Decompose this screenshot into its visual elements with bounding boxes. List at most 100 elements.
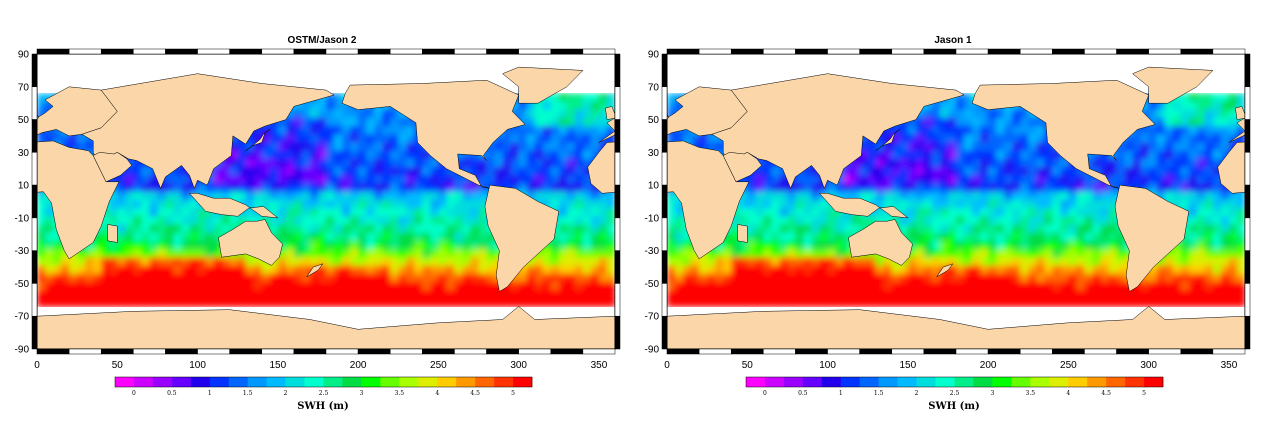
- colorbar-swatch: [266, 377, 286, 387]
- colorbar-tick-label: 0: [132, 390, 136, 397]
- colorbar-swatch: [285, 377, 305, 387]
- y-tick-label: -90: [645, 345, 660, 356]
- colorbar-tick-label: 2: [284, 390, 288, 397]
- colorbar-swatch: [783, 377, 804, 387]
- colorbar-tick-label: 2.5: [950, 390, 960, 397]
- colorbar-tick-label: 1.5: [874, 390, 884, 397]
- x-tick-label: 350: [591, 360, 608, 371]
- colorbar: 0 0.5 1 1.5 2 2.5 3 3.5 4 4.5 5: [745, 376, 1164, 397]
- colorbar-swatch: [494, 377, 514, 387]
- colorbar: 0 0.5 1 1.5 2 2.5 3 3.5 4 4.5 5: [114, 376, 533, 397]
- colorbar-swatch: [304, 377, 324, 387]
- y-tick-label: -90: [15, 345, 30, 356]
- colorbar-swatch: [954, 377, 974, 387]
- colorbar-tick-label: 4.5: [470, 390, 480, 397]
- colorbar-swatch: [152, 377, 173, 387]
- y-tick-label: 70: [648, 82, 660, 93]
- x-tick-label: 250: [1060, 360, 1077, 371]
- y-tick-label: 50: [648, 115, 660, 126]
- x-tick-label: 0: [34, 360, 40, 371]
- colorbar-tick-label: 5: [511, 390, 515, 397]
- colorbar-swatch: [399, 377, 419, 387]
- colorbar-swatch: [1144, 377, 1164, 387]
- panel-jason1: Jason 1 0 50 100 150 200 250 300 3509070503010-…: [645, 35, 1251, 412]
- colorbar-tick-label: 3.5: [395, 390, 405, 397]
- colorbar-swatch: [456, 377, 476, 387]
- colorbar-swatch: [1125, 377, 1145, 387]
- land-masses: [667, 66, 1245, 349]
- colorbar-swatch: [1049, 377, 1069, 387]
- colorbar-swatch: [115, 377, 135, 387]
- y-tick-label: -30: [15, 246, 30, 257]
- y-tick-label: 10: [18, 181, 30, 192]
- colorbar-swatch: [228, 377, 248, 387]
- colorbar-swatch: [323, 377, 343, 387]
- x-tick-label: 200: [350, 360, 367, 371]
- x-tick-label: 300: [1140, 360, 1157, 371]
- colorbar-tick-label: 4: [435, 390, 439, 397]
- y-tick-label: 30: [648, 148, 660, 159]
- y-tick-label: 10: [648, 181, 660, 192]
- map-area: 0 50 100 150 200 250 300 350 90 70 50 30 10 -10 -30 -50…: [645, 48, 1251, 371]
- x-tick-label: 0: [664, 360, 670, 371]
- x-tick-label: 350: [1221, 360, 1238, 371]
- x-tick-label: 250: [430, 360, 447, 371]
- colorbar-tick-label: 1: [208, 390, 212, 397]
- colorbar-swatch: [821, 377, 842, 387]
- y-tick-label: -50: [15, 279, 30, 290]
- panel-title: Jason 1: [934, 35, 972, 46]
- y-tick-label: -70: [645, 312, 660, 323]
- colorbar-swatch: [764, 377, 785, 387]
- colorbar-swatch: [992, 377, 1012, 387]
- colorbar-swatch: [171, 377, 192, 387]
- colorbar-swatch: [897, 377, 917, 387]
- x-tick-label: 200: [980, 360, 997, 371]
- y-tick-label: -50: [645, 279, 660, 290]
- colorbar-swatch: [380, 377, 400, 387]
- x-tick-label: 150: [269, 360, 286, 371]
- colorbar-swatch: [190, 377, 211, 387]
- land-masses: [37, 66, 615, 349]
- colorbar-tick-label: 3: [359, 390, 363, 397]
- x-tick-label: 100: [819, 360, 836, 371]
- colorbar-tick-label: 5: [1142, 390, 1146, 397]
- colorbar-swatch: [1106, 377, 1126, 387]
- y-tick-label: 90: [648, 50, 660, 61]
- colorbar-swatch: [247, 377, 267, 387]
- y-tick-label: 30: [18, 148, 30, 159]
- x-tick-label: 300: [510, 360, 527, 371]
- colorbar-swatch: [437, 377, 457, 387]
- x-tick-label: 150: [899, 360, 916, 371]
- colorbar-tick-label: 4: [1066, 390, 1070, 397]
- colorbar-swatch: [859, 377, 879, 387]
- panel-title: OSTM/Jason 2: [288, 35, 357, 46]
- colorbar-tick-label: 0.5: [798, 390, 808, 397]
- colorbar-swatch: [1068, 377, 1088, 387]
- y-tick-label: -70: [15, 312, 30, 323]
- colorbar-swatch: [1011, 377, 1031, 387]
- colorbar-swatch: [840, 377, 861, 387]
- colorbar-swatch: [802, 377, 823, 387]
- y-tick-label: 90: [18, 50, 30, 61]
- y-tick-label: -30: [645, 246, 660, 257]
- colorbar-swatch: [209, 377, 230, 387]
- colorbar-tick-label: 1.5: [243, 390, 253, 397]
- colorbar-swatch: [973, 377, 993, 387]
- y-tick-label: 70: [18, 82, 30, 93]
- colorbar-tick-label: 3: [990, 390, 994, 397]
- x-tick-label: 50: [742, 360, 754, 371]
- colorbar-swatch: [513, 377, 533, 387]
- map-frame: [31, 48, 621, 355]
- colorbar-swatch: [361, 377, 381, 387]
- x-tick-label: 50: [112, 360, 124, 371]
- map-area: 0 50 100 150 200 250 300 350 90 70 50 30 10 -10 -30 -50…: [15, 48, 621, 371]
- colorbar-tick-label: 0: [763, 390, 767, 397]
- y-tick-label: 50: [18, 115, 30, 126]
- colorbar-tick-label: 2.5: [319, 390, 329, 397]
- colorbar-swatch: [935, 377, 955, 387]
- colorbar-swatch: [916, 377, 936, 387]
- colorbar-tick-label: 0.5: [167, 390, 177, 397]
- colorbar-swatch: [342, 377, 362, 387]
- colorbar-tick-label: 1: [839, 390, 843, 397]
- colorbar-swatch: [475, 377, 495, 387]
